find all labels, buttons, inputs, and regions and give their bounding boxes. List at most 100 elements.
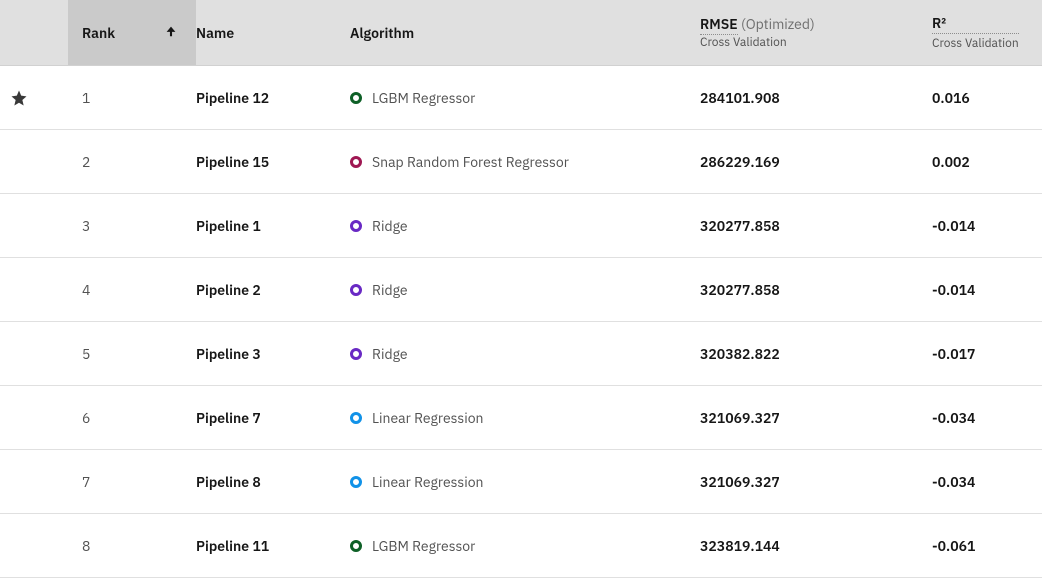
rank-value: 6 (82, 409, 90, 427)
pipeline-name: Pipeline 7 (196, 409, 261, 427)
rmse-value: 321069.327 (700, 409, 780, 427)
name-cell: Pipeline 2 (196, 281, 350, 299)
rmse-cell: 323819.144 (700, 537, 932, 555)
algorithm-name: Ridge (372, 281, 408, 299)
rmse-cell: 320382.822 (700, 345, 932, 363)
pipeline-name: Pipeline 2 (196, 281, 261, 299)
r2-cell: -0.017 (932, 345, 1042, 363)
rmse-cell: 320277.858 (700, 217, 932, 235)
rank-cell: 5 (68, 345, 196, 363)
name-cell: Pipeline 7 (196, 409, 350, 427)
header-rmse-col[interactable]: RMSE (Optimized) Cross Validation (700, 15, 932, 50)
algorithm-color-icon (350, 284, 362, 296)
algorithm-name: Ridge (372, 345, 408, 363)
rmse-cell: 321069.327 (700, 473, 932, 491)
pipeline-name: Pipeline 8 (196, 473, 261, 491)
leaderboard-table: Rank Name Algorithm RMSE (Optimized) Cro… (0, 0, 1042, 578)
algorithm-color-icon (350, 156, 362, 168)
table-row[interactable]: 5Pipeline 3 Ridge 320382.822 -0.017 (0, 322, 1042, 386)
pipeline-name: Pipeline 1 (196, 217, 261, 235)
header-rmse-sub: Cross Validation (700, 35, 815, 50)
name-cell: Pipeline 15 (196, 153, 350, 171)
rank-value: 7 (82, 473, 90, 491)
sort-ascending-icon (164, 24, 178, 42)
rmse-value: 320277.858 (700, 217, 780, 235)
r2-cell: -0.061 (932, 537, 1042, 555)
algorithm-cell: LGBM Regressor (350, 537, 700, 555)
r2-cell: 0.002 (932, 153, 1042, 171)
pipeline-name: Pipeline 11 (196, 537, 269, 555)
rank-value: 2 (82, 153, 90, 171)
name-cell: Pipeline 1 (196, 217, 350, 235)
header-rmse-label: RMSE (Optimized) (700, 15, 815, 33)
header-algorithm-col[interactable]: Algorithm (350, 24, 700, 42)
header-r2-col[interactable]: R² Cross Validation (932, 14, 1042, 51)
r2-value: -0.014 (932, 281, 975, 299)
r2-cell: 0.016 (932, 89, 1042, 107)
header-r2-label: R² (932, 14, 1019, 34)
rmse-value: 323819.144 (700, 537, 780, 555)
star-cell[interactable] (0, 89, 68, 107)
rank-cell: 1 (68, 89, 196, 107)
rank-value: 1 (82, 89, 90, 107)
algorithm-cell: Ridge (350, 281, 700, 299)
header-name-col[interactable]: Name (196, 24, 350, 42)
table-row[interactable]: 7 Pipeline 8 Linear Regression 321069.327 -0… (0, 450, 1042, 514)
r2-value: 0.016 (932, 89, 970, 107)
algorithm-cell: Linear Regression (350, 409, 700, 427)
r2-cell: -0.034 (932, 409, 1042, 427)
rmse-value: 284101.908 (700, 89, 780, 107)
rmse-value: 321069.327 (700, 473, 780, 491)
algorithm-name: LGBM Regressor (372, 537, 475, 555)
name-cell: Pipeline 3 (196, 345, 350, 363)
rank-value: 4 (82, 281, 90, 299)
rmse-value: 320382.822 (700, 345, 780, 363)
algorithm-color-icon (350, 476, 362, 488)
name-cell: Pipeline 8 (196, 473, 350, 491)
r2-cell: -0.014 (932, 281, 1042, 299)
header-r2-sub: Cross Validation (932, 36, 1019, 51)
pipeline-name: Pipeline 15 (196, 153, 269, 171)
table-row[interactable]: 6 Pipeline 7 Linear Regression 321069.327 -0… (0, 386, 1042, 450)
algorithm-color-icon (350, 540, 362, 552)
r2-cell: -0.014 (932, 217, 1042, 235)
algorithm-cell: Ridge (350, 217, 700, 235)
table-row[interactable]: 4 Pipeline 2 Ridge 320277.858 -0.014 (0, 258, 1042, 322)
r2-value: -0.017 (932, 345, 975, 363)
algorithm-name: Ridge (372, 217, 408, 235)
header-name-label: Name (196, 24, 234, 42)
algorithm-name: Linear Regression (372, 409, 484, 427)
algorithm-color-icon (350, 220, 362, 232)
algorithm-name: Linear Regression (372, 473, 484, 491)
header-rank-col[interactable]: Rank (68, 0, 196, 65)
rank-value: 3 (82, 217, 90, 235)
table-header-row: Rank Name Algorithm RMSE (Optimized) Cro… (0, 0, 1042, 66)
name-cell: Pipeline 12 (196, 89, 350, 107)
table-row[interactable]: 3 Pipeline 1 Ridge 320277.858 -0.014 (0, 194, 1042, 258)
header-algorithm-label: Algorithm (350, 24, 414, 42)
table-body: 1Pipeline 12LGBM Regressor284101.9080.01… (0, 66, 1042, 578)
algorithm-cell: LGBM Regressor (350, 89, 700, 107)
algorithm-color-icon (350, 92, 362, 104)
rank-value: 8 (82, 537, 90, 555)
rmse-cell: 321069.327 (700, 409, 932, 427)
rank-cell: 7 (68, 473, 196, 491)
rank-cell: 2 (68, 153, 196, 171)
rmse-cell: 320277.858 (700, 281, 932, 299)
rmse-value: 320277.858 (700, 281, 780, 299)
pipeline-name: Pipeline 3 (196, 345, 261, 363)
r2-value: -0.034 (932, 409, 975, 427)
rmse-value: 286229.169 (700, 153, 780, 171)
rank-cell: 4 (68, 281, 196, 299)
r2-cell: -0.034 (932, 473, 1042, 491)
rank-cell: 8 (68, 537, 196, 555)
table-row[interactable]: 2Pipeline 15Snap Random Forest Regressor… (0, 130, 1042, 194)
algorithm-cell: Ridge (350, 345, 700, 363)
r2-value: -0.014 (932, 217, 975, 235)
table-row[interactable]: 1 Pipeline 12LGBM Regressor284101.908 0.01… (0, 66, 1042, 130)
table-row[interactable]: 8 Pipeline 11 LGBM Regressor 323819.144 -0.0… (0, 514, 1042, 578)
star-filled-icon (10, 89, 28, 107)
r2-value: 0.002 (932, 153, 970, 171)
algorithm-color-icon (350, 412, 362, 424)
rank-cell: 3 (68, 217, 196, 235)
